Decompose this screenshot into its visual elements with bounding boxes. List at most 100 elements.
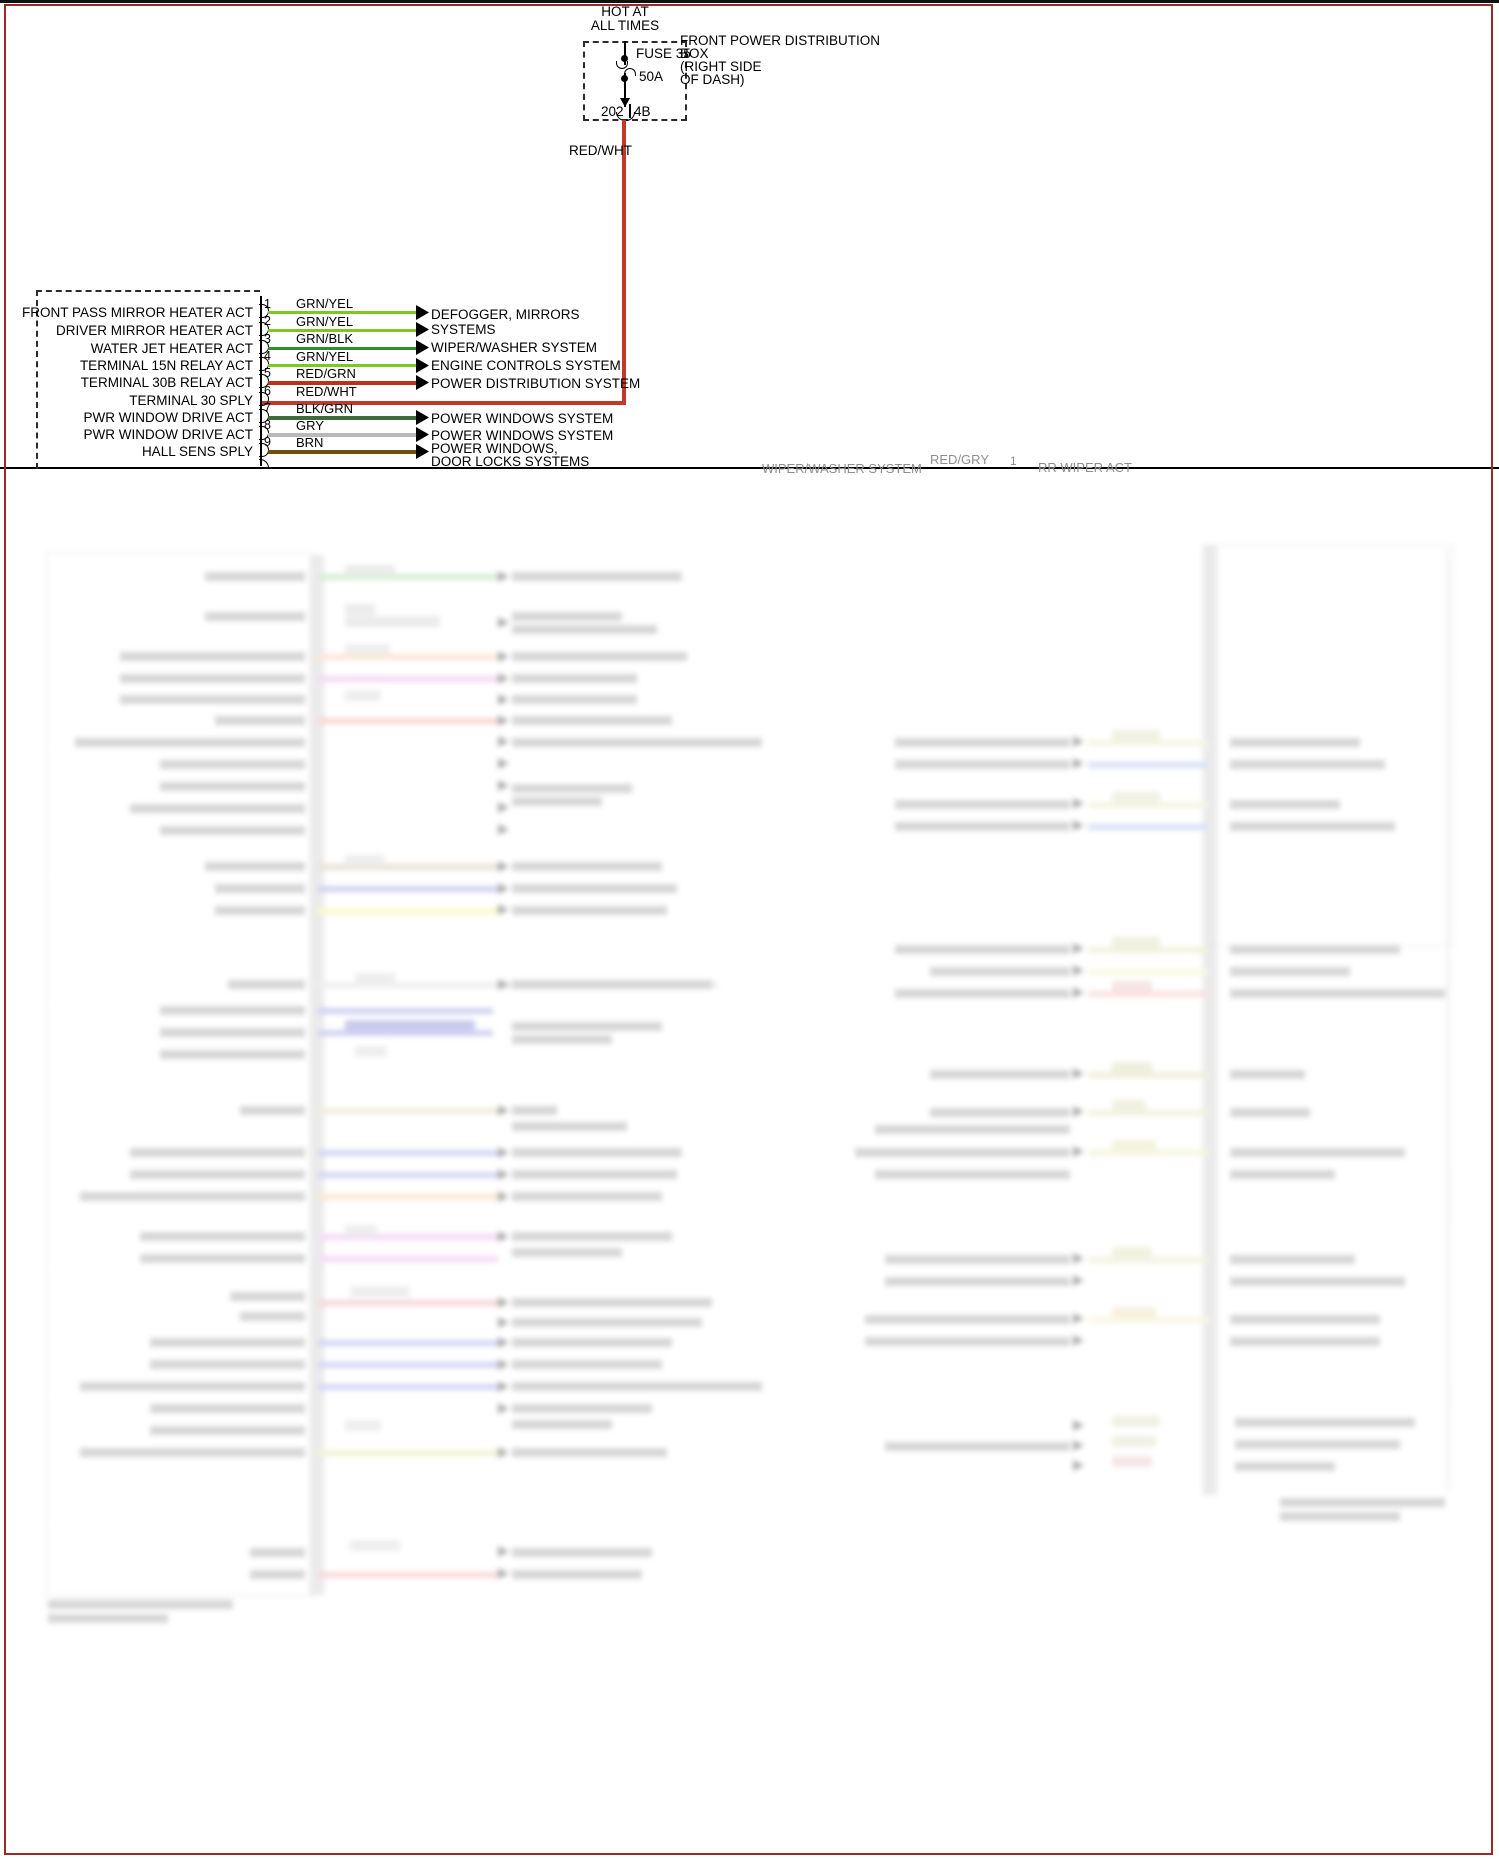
bg-arrow-icon xyxy=(498,1568,509,1579)
wire-arrow-icon-1 xyxy=(416,305,429,320)
bg-label xyxy=(240,1106,305,1115)
bg-label xyxy=(140,1232,305,1241)
bg-label xyxy=(215,716,305,725)
wire-1 xyxy=(268,311,418,315)
bg-label xyxy=(150,1360,305,1369)
bg-wire-color-chip xyxy=(1112,1140,1156,1151)
bg-label xyxy=(160,1028,305,1037)
bg-label xyxy=(120,695,305,704)
bg-label xyxy=(512,1382,762,1391)
bg-arrow-icon xyxy=(1073,798,1084,809)
bg-label xyxy=(205,862,305,871)
fuse-box-name-line1: FRONT POWER DISTRIBUTION xyxy=(680,33,881,48)
pin-name-2: DRIVER MIRROR HEATER ACT xyxy=(55,323,253,338)
wire-9 xyxy=(268,450,418,454)
bg-wire-color-chip xyxy=(345,1020,475,1031)
bg-wire-color-chip xyxy=(355,1046,387,1057)
bg-wire xyxy=(318,574,498,580)
bg-arrow-icon xyxy=(498,904,509,915)
bg-arrow-icon xyxy=(498,1147,509,1158)
wire-color-6: RED/WHT xyxy=(296,384,357,399)
bg-label xyxy=(895,800,1070,809)
bg-label xyxy=(512,738,762,747)
connector-separator-tick xyxy=(629,104,631,118)
bg-label xyxy=(130,1170,305,1179)
bg-wire xyxy=(1088,802,1208,808)
bg-wire-color-chip xyxy=(350,1286,410,1297)
bg-wire xyxy=(1088,740,1208,746)
pin-number-1: 1 xyxy=(264,297,271,311)
pin-number-8: 8 xyxy=(264,418,271,432)
wire-arrow-icon-9 xyxy=(416,444,429,459)
bg-arrow-icon xyxy=(498,1359,509,1370)
bg-label xyxy=(1230,1315,1380,1324)
bg-label xyxy=(228,980,305,989)
bg-wire xyxy=(1088,991,1208,997)
bg-label xyxy=(1230,1070,1305,1079)
bg-wire xyxy=(318,982,718,988)
bg-label xyxy=(1230,1170,1335,1179)
bg-label xyxy=(80,1448,305,1457)
bg-label xyxy=(130,1148,305,1157)
bg-label xyxy=(1230,738,1360,747)
bg-label xyxy=(885,1442,1070,1451)
module-enclosure-outline xyxy=(36,290,260,469)
bg-label xyxy=(1230,1148,1405,1157)
fuse-rating-label: 50A xyxy=(639,69,664,84)
bg-arrow-icon xyxy=(498,1546,509,1557)
bg-label xyxy=(512,1360,662,1369)
wire-color-8: GRY xyxy=(296,418,324,433)
bg-wire xyxy=(318,1256,498,1262)
bg-label xyxy=(160,782,305,791)
bg-arrow-icon xyxy=(1073,987,1084,998)
bg-label xyxy=(1230,967,1350,976)
bg-label xyxy=(1230,1337,1380,1346)
bg-arrow-icon xyxy=(498,1447,509,1458)
bg-arrow-icon xyxy=(498,883,509,894)
bg-label xyxy=(80,1192,305,1201)
bg-label xyxy=(150,1338,305,1347)
bg-label xyxy=(512,1148,682,1157)
fuse-box-name-line4: OF DASH) xyxy=(680,72,745,87)
bg-label xyxy=(1235,1418,1415,1427)
fuse-label: FUSE 35 xyxy=(636,46,691,61)
bg-wire xyxy=(318,1234,498,1240)
bg-wire-color-chip xyxy=(1112,1247,1152,1258)
bg-label xyxy=(512,1248,622,1257)
bg-arrow-icon xyxy=(498,824,509,835)
wire-arrow-icon-4 xyxy=(416,358,429,373)
bg-label xyxy=(512,1035,612,1044)
bg-wire xyxy=(318,676,498,682)
bg-wire xyxy=(1088,1317,1208,1323)
bg-arrow-icon xyxy=(498,1317,509,1328)
bg-left-connector-spine xyxy=(310,555,324,1595)
bg-arrow-icon xyxy=(498,1297,509,1308)
hot-at-label-line1: HOT AT xyxy=(601,4,649,19)
bg-wire xyxy=(1088,1072,1208,1078)
bg-arrow-icon xyxy=(1073,1313,1084,1324)
bg-label xyxy=(512,1192,662,1201)
bg-right-module-outline xyxy=(1203,545,1454,947)
pin-name-9: HALL SENS SPLY xyxy=(141,444,253,459)
bg-wire xyxy=(318,1008,493,1014)
bg-arrow-icon xyxy=(1073,1460,1084,1471)
pin-name-1: FRONT PASS MIRROR HEATER ACT xyxy=(21,305,253,320)
bg-wire-color-chip xyxy=(1112,937,1160,948)
fuse-top-lead xyxy=(624,41,626,59)
bg-wire-color-chip xyxy=(350,1540,400,1551)
bg-arrow-icon xyxy=(498,758,509,769)
bg-wire xyxy=(1088,947,1208,953)
bg-wire xyxy=(318,1362,498,1368)
pin-name-4: TERMINAL 15N RELAY ACT xyxy=(79,358,253,373)
wire-4 xyxy=(268,364,418,368)
bg-wire-color-chip xyxy=(1112,1100,1146,1111)
wire-8 xyxy=(268,433,418,437)
wire-destination-9-line2: DOOR LOCKS SYSTEMS xyxy=(431,454,590,469)
bg-wire xyxy=(318,1108,498,1114)
bg-wire-color-chip xyxy=(345,604,375,615)
bg-label xyxy=(930,967,1070,976)
bg-label xyxy=(150,1404,305,1413)
bg-label xyxy=(895,738,1070,747)
bg-wire xyxy=(318,1384,498,1390)
